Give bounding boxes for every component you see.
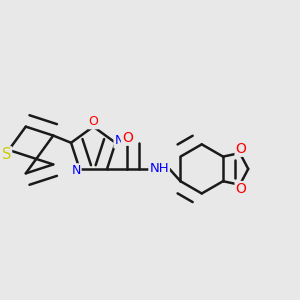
- Text: O: O: [236, 182, 247, 196]
- Text: O: O: [88, 115, 98, 128]
- Text: O: O: [122, 131, 133, 145]
- Text: N: N: [114, 134, 124, 148]
- Text: O: O: [236, 142, 247, 156]
- Text: S: S: [2, 147, 11, 162]
- Text: NH: NH: [149, 162, 169, 175]
- Text: N: N: [71, 164, 81, 177]
